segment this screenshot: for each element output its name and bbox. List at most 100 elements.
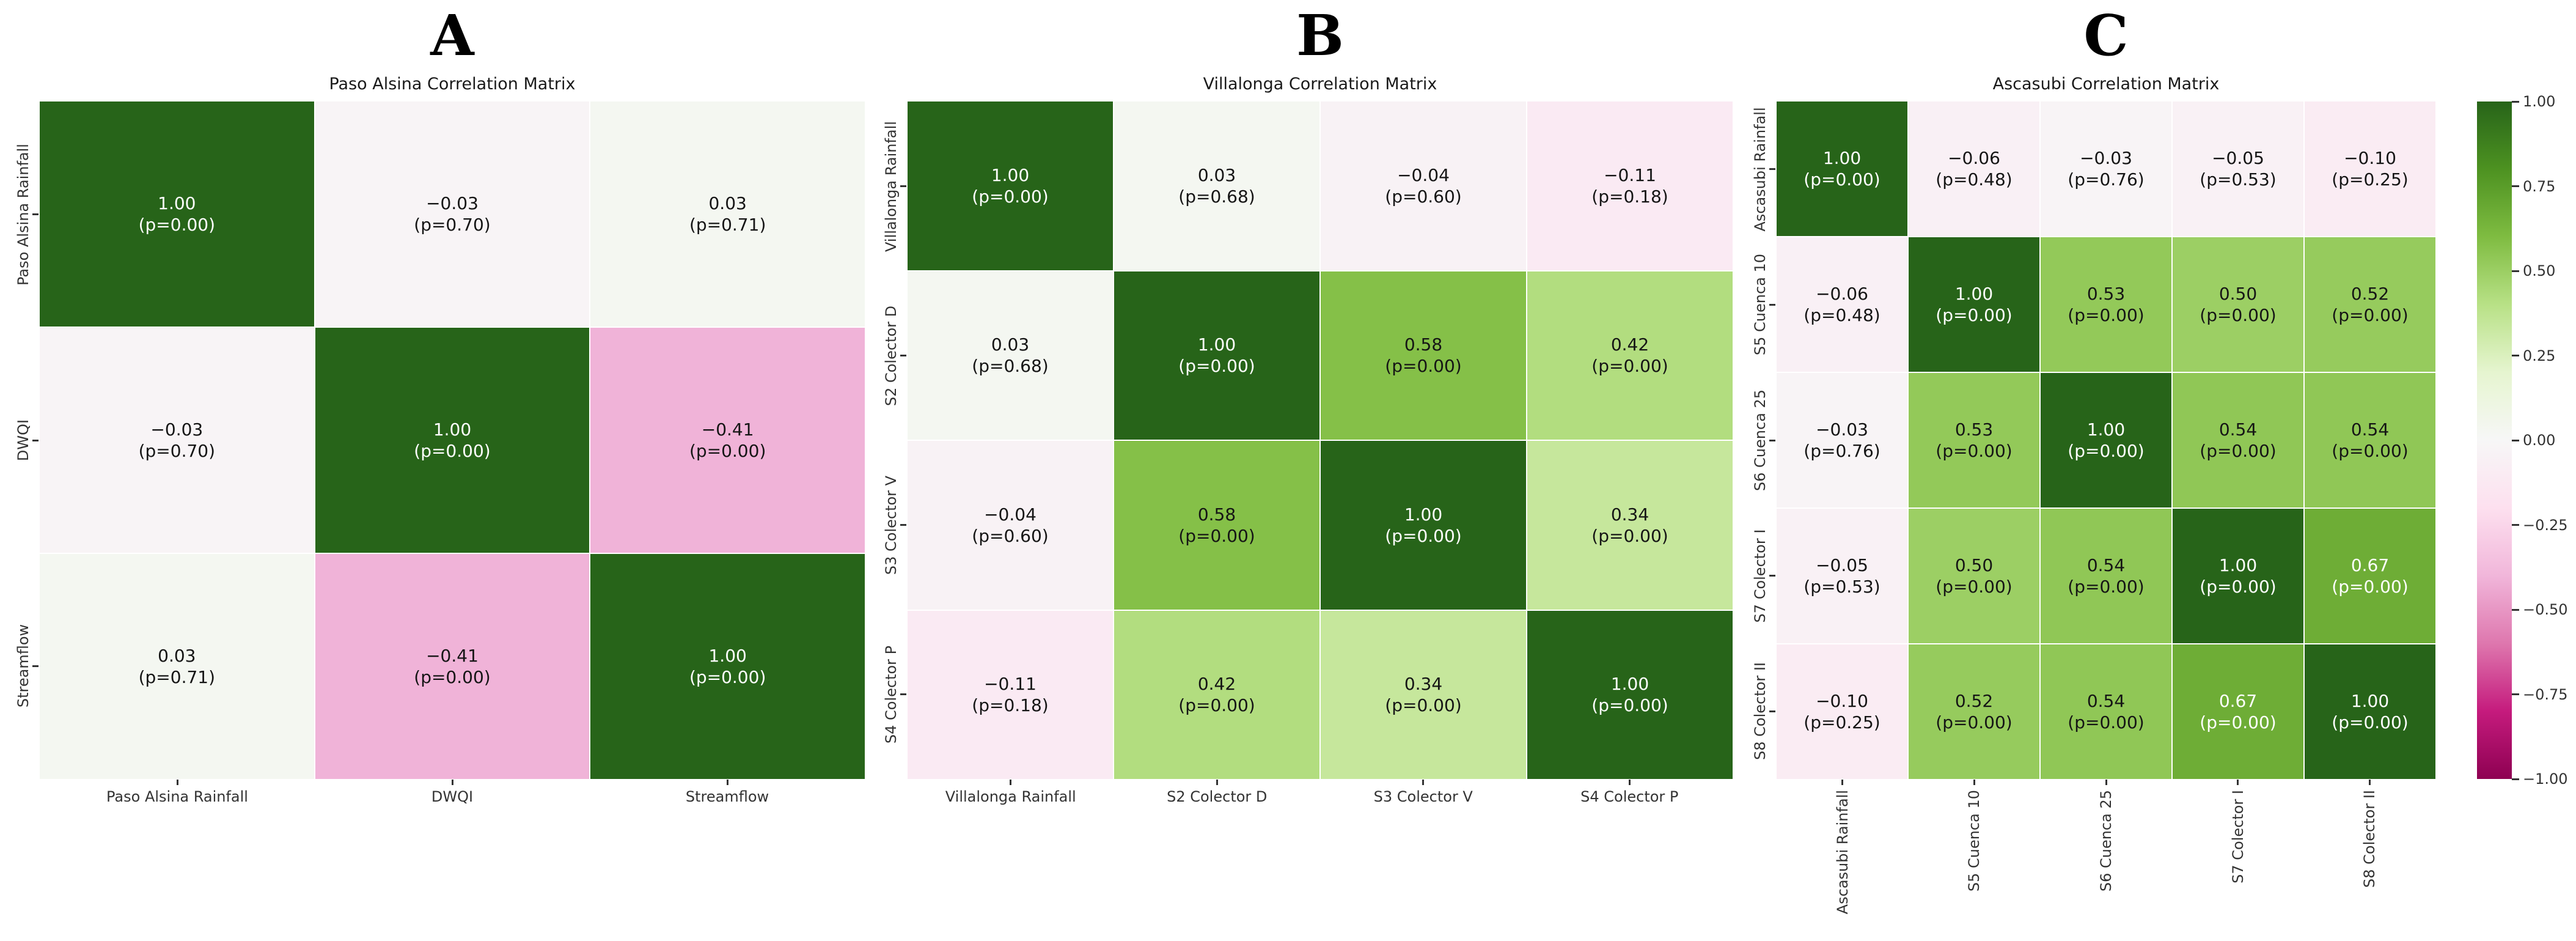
cell-r-value: 0.58 xyxy=(1197,504,1236,525)
x-tick xyxy=(1841,780,1844,785)
cell-r-value: −0.06 xyxy=(1948,148,2000,168)
panel-title-ascasubi: Ascasubi Correlation Matrix xyxy=(1992,75,2220,94)
cell-A-r0-c0: 1.00 (p=0.00) xyxy=(40,101,314,327)
cell-p-value: (p=0.00) xyxy=(2068,441,2145,461)
cell-p-value: (p=0.00) xyxy=(1936,712,2013,733)
x-tick-label: S8 Colector II xyxy=(2361,790,2379,888)
cell-A-r0-c1: −0.03 (p=0.70) xyxy=(315,101,590,327)
colorbar-tick-label: −0.50 xyxy=(2523,601,2568,618)
cell-C-r4-c2: 0.54 (p=0.00) xyxy=(2041,644,2171,779)
x-tick-label: S7 Colector I xyxy=(2229,790,2247,884)
cell-C-r2-c4: 0.54 (p=0.00) xyxy=(2305,373,2435,507)
cell-r-value: −0.03 xyxy=(2080,148,2132,168)
cell-p-value: (p=0.71) xyxy=(689,215,766,235)
cell-C-r2-c2: 1.00 (p=0.00) xyxy=(2041,373,2171,507)
cell-r-value: −0.03 xyxy=(150,419,204,440)
cell-r-value: 1.00 xyxy=(158,193,196,213)
cell-r-value: 0.67 xyxy=(2218,691,2258,711)
cell-A-r1-c2: −0.41 (p=0.00) xyxy=(590,328,865,553)
colorbar-tick-label: −0.25 xyxy=(2523,516,2568,534)
colorbar-tick xyxy=(2512,100,2519,103)
cell-p-value: (p=0.00) xyxy=(972,186,1049,207)
cell-A-r1-c0: −0.03 (p=0.70) xyxy=(40,328,314,553)
x-tick xyxy=(1422,780,1425,785)
cell-p-value: (p=0.00) xyxy=(2200,577,2277,597)
x-tick-label: Ascasubi Rainfall xyxy=(1833,790,1851,915)
cell-p-value: (p=0.00) xyxy=(2068,577,2145,597)
cell-r-value: −0.41 xyxy=(426,646,479,666)
cell-p-value: (p=0.00) xyxy=(1178,356,1255,377)
y-tick xyxy=(900,524,906,526)
cell-r-value: −0.10 xyxy=(2344,148,2396,168)
cell-B-r0-c2: −0.04 (p=0.60) xyxy=(1321,101,1526,270)
cell-p-value: (p=0.00) xyxy=(2200,441,2277,461)
cell-p-value: (p=0.60) xyxy=(972,525,1049,546)
cell-p-value: (p=0.68) xyxy=(972,356,1049,377)
cell-p-value: (p=0.00) xyxy=(2200,305,2277,325)
cell-C-r2-c3: 0.54 (p=0.00) xyxy=(2173,373,2303,507)
cell-B-r2-c0: −0.04 (p=0.60) xyxy=(908,441,1113,610)
cell-r-value: 1.00 xyxy=(1822,148,1862,168)
cell-r-value: −0.06 xyxy=(1816,284,1868,304)
cell-C-r1-c1: 1.00 (p=0.00) xyxy=(1909,237,2039,372)
cell-r-value: 0.42 xyxy=(1197,674,1236,695)
cell-p-value: (p=0.53) xyxy=(1804,577,1881,597)
cell-r-value: 0.58 xyxy=(1404,334,1443,355)
cell-p-value: (p=0.70) xyxy=(414,215,491,235)
y-tick-label: S4 Colector P xyxy=(883,645,900,744)
cell-r-value: 1.00 xyxy=(1610,674,1649,695)
x-tick xyxy=(1010,780,1012,785)
cell-r-value: 0.03 xyxy=(708,193,747,213)
cell-p-value: (p=0.00) xyxy=(2200,712,2277,733)
y-tick xyxy=(1769,710,1775,712)
x-tick xyxy=(2105,780,2107,785)
cell-r-value: 0.54 xyxy=(2086,691,2126,711)
panel-label-a: A xyxy=(430,2,474,68)
cell-p-value: (p=0.00) xyxy=(1385,525,1462,546)
cell-p-value: (p=0.48) xyxy=(1936,169,2013,190)
cell-B-r1-c3: 0.42 (p=0.00) xyxy=(1527,271,1733,440)
cell-B-r3-c0: −0.11 (p=0.18) xyxy=(908,610,1113,779)
cell-p-value: (p=0.76) xyxy=(1804,441,1881,461)
colorbar-tick-label: −1.00 xyxy=(2523,770,2568,788)
y-tick xyxy=(1769,168,1775,171)
y-tick xyxy=(900,693,906,695)
x-tick-label: DWQI xyxy=(431,788,474,805)
x-tick-label: S2 Colector D xyxy=(1167,788,1268,805)
cell-r-value: 1.00 xyxy=(991,164,1030,185)
cell-p-value: (p=0.68) xyxy=(1178,186,1255,207)
cell-p-value: (p=0.00) xyxy=(138,215,216,235)
cell-r-value: 0.67 xyxy=(2350,555,2390,575)
cell-A-r1-c1: 1.00 (p=0.00) xyxy=(315,328,590,553)
x-tick xyxy=(1973,780,1975,785)
cell-r-value: −0.05 xyxy=(2212,148,2264,168)
cell-r-value: 0.52 xyxy=(2350,284,2390,304)
x-tick-label: Paso Alsina Rainfall xyxy=(106,788,248,805)
cell-A-r2-c1: −0.41 (p=0.00) xyxy=(315,554,590,779)
cell-C-r2-c1: 0.53 (p=0.00) xyxy=(1909,373,2039,507)
colorbar-tick xyxy=(2512,693,2519,695)
cell-p-value: (p=0.76) xyxy=(2068,169,2145,190)
cell-p-value: (p=0.00) xyxy=(2332,712,2409,733)
cell-C-r3-c3: 1.00 (p=0.00) xyxy=(2173,509,2303,643)
colorbar-tick-label: 0.75 xyxy=(2523,177,2556,195)
heatmap-villalonga: 1.00 (p=0.00) 0.03 (p=0.68) −0.04 (p=0.60) −0.… xyxy=(908,101,1733,779)
cell-r-value: −0.03 xyxy=(426,193,479,213)
cell-p-value: (p=0.00) xyxy=(2332,577,2409,597)
panel-title-villalonga: Villalonga Correlation Matrix xyxy=(1203,75,1437,94)
cell-B-r1-c0: 0.03 (p=0.68) xyxy=(908,271,1113,440)
cell-p-value: (p=0.00) xyxy=(1385,356,1462,377)
cell-r-value: −0.05 xyxy=(1816,555,1868,575)
cell-C-r3-c1: 0.50 (p=0.00) xyxy=(1909,509,2039,643)
cell-r-value: 1.00 xyxy=(2350,691,2390,711)
cell-r-value: 0.54 xyxy=(2218,419,2258,440)
cell-p-value: (p=0.00) xyxy=(2332,441,2409,461)
cell-p-value: (p=0.00) xyxy=(2068,712,2145,733)
colorbar-tick-label: 0.50 xyxy=(2523,262,2556,279)
cell-r-value: 0.03 xyxy=(158,646,196,666)
cell-r-value: −0.10 xyxy=(1816,691,1868,711)
cell-p-value: (p=0.71) xyxy=(138,667,216,687)
colorbar-tick-label: 1.00 xyxy=(2523,93,2556,110)
cell-B-r3-c2: 0.34 (p=0.00) xyxy=(1321,610,1526,779)
cell-r-value: 1.00 xyxy=(1954,284,1994,304)
